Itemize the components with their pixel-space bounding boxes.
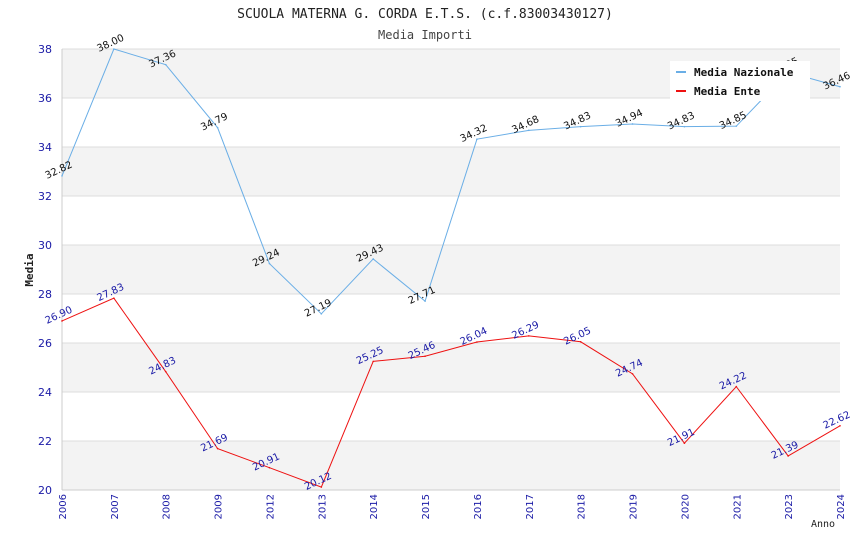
y-tick-label: 38 <box>38 43 52 56</box>
series-line <box>61 48 841 315</box>
x-tick-label: 2015 <box>421 494 432 519</box>
series-line <box>61 297 841 488</box>
grid-bands <box>62 48 840 491</box>
data-point <box>216 447 219 450</box>
legend: Media Nazionale Media Ente <box>670 61 810 101</box>
data-label: 34.83 <box>562 110 593 132</box>
x-tick-label: 2023 <box>784 494 795 519</box>
data-point <box>164 370 167 373</box>
y-tick-label: 26 <box>38 337 52 350</box>
data-point <box>164 63 167 66</box>
data-point <box>61 320 63 322</box>
x-tick-label: 2017 <box>525 494 536 519</box>
data-point <box>372 258 375 260</box>
series-group <box>61 48 841 488</box>
y-tick-label: 32 <box>38 190 52 203</box>
x-tick-label: 2008 <box>162 494 173 519</box>
data-label: 34.83 <box>666 110 697 132</box>
x-tick-label: 2007 <box>110 494 121 519</box>
data-point <box>735 385 738 388</box>
data-point <box>320 313 323 315</box>
data-point <box>268 466 271 469</box>
x-tick-label: 2012 <box>265 494 276 519</box>
data-point <box>631 373 634 375</box>
y-tick-label: 22 <box>38 435 52 448</box>
y-tick-label: 36 <box>38 92 52 105</box>
data-point <box>787 455 789 457</box>
legend-box <box>670 61 810 101</box>
legend-label: Media Ente <box>694 85 761 98</box>
x-tick-label: 2006 <box>58 494 69 519</box>
grid-band <box>62 441 840 490</box>
data-point <box>683 442 686 445</box>
data-point <box>683 125 686 128</box>
data-point <box>113 297 115 299</box>
data-label: 26.90 <box>44 305 75 327</box>
y-tick-label: 34 <box>38 141 52 154</box>
chart-title: SCUOLA MATERNA G. CORDA E.T.S. (c.f.8300… <box>237 7 613 22</box>
data-point <box>424 300 426 302</box>
y-tick-label: 20 <box>38 484 52 497</box>
data-point <box>320 486 323 488</box>
y-tick-label: 28 <box>38 288 52 301</box>
data-label: 34.79 <box>199 111 230 133</box>
data-point <box>579 125 582 128</box>
data-point <box>476 138 478 140</box>
x-tick-label: 2019 <box>629 494 640 519</box>
data-point <box>528 335 530 337</box>
x-tick-label: 2020 <box>680 494 691 519</box>
data-point <box>631 123 634 125</box>
grid-band <box>62 147 840 196</box>
axes: 20 22 24 26 28 30 32 34 36 38 2006 2007 2008 2009 2012… <box>38 43 847 519</box>
data-point <box>839 85 841 88</box>
grid-band <box>62 245 840 294</box>
data-point <box>735 125 738 127</box>
data-label: 34.94 <box>614 108 645 130</box>
x-tick-label: 2009 <box>214 494 225 519</box>
x-tick-label: 2014 <box>369 494 380 519</box>
data-point <box>476 341 478 343</box>
data-label: 26.29 <box>510 320 541 342</box>
chart-subtitle: Media Importi <box>378 28 472 42</box>
x-tick-label: 2016 <box>473 494 484 519</box>
data-point <box>839 425 841 427</box>
y-tick-label: 30 <box>38 239 52 252</box>
data-point <box>424 355 426 358</box>
x-tick-label: 2018 <box>577 494 588 519</box>
x-tick-label: 2013 <box>317 494 328 519</box>
data-label: 34.68 <box>510 114 541 136</box>
data-label: 34.32 <box>459 123 490 145</box>
data-point <box>61 175 63 177</box>
x-tick-label: 2024 <box>836 494 847 519</box>
x-axis-label: Anno <box>811 519 835 530</box>
data-point <box>216 126 219 129</box>
y-tick-label: 24 <box>38 386 52 399</box>
x-tick-label: 2021 <box>732 494 743 519</box>
grid-band <box>62 343 840 392</box>
data-label: 34.85 <box>718 110 749 132</box>
data-point <box>372 360 375 363</box>
data-point <box>528 129 530 132</box>
y-axis-label: Media <box>23 253 36 286</box>
data-point <box>113 48 115 50</box>
data-point <box>268 262 271 265</box>
legend-label: Media Nazionale <box>694 66 794 79</box>
data-point <box>579 340 582 343</box>
